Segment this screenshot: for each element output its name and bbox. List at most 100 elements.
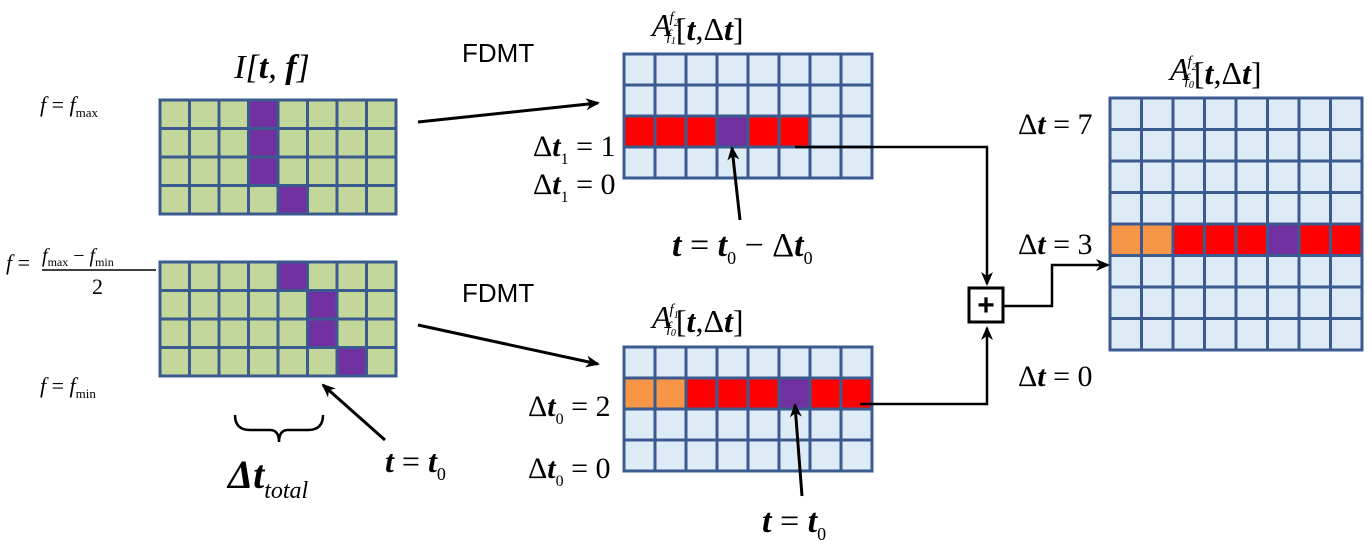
grid-cell [1329,159,1364,194]
grid-cell [622,438,657,473]
f-min-label: f = fmin [40,373,96,401]
grid-cell [335,289,368,321]
dt1-eq-0-label: Δt1 = 0 [533,168,616,206]
input-title: I[t, f] [233,49,310,86]
grid-cell [777,114,812,149]
grid-cell [1108,285,1143,320]
fdmt-grid-top [622,52,874,180]
grid-cell [276,289,309,321]
grid-cell [306,317,339,349]
grid-cell [188,346,221,378]
grid-cell [158,155,191,187]
grid-cell [1171,285,1206,320]
grid-cell [653,114,688,149]
grid-cell [158,184,191,216]
arrow-t0-minus [727,146,742,221]
grid-cell [365,155,398,187]
grid-cell [1266,285,1301,320]
grid-cell [746,52,781,87]
grid-cell [1329,96,1364,131]
grid-cell [746,83,781,118]
grid-cell [1297,128,1332,163]
grid-cell [653,376,688,411]
grid-cell [1140,128,1175,163]
grid-cell [247,127,280,159]
grid-cell [1266,191,1301,226]
grid-cell [684,52,719,87]
grid-cell [1140,191,1175,226]
grid-cell [1203,191,1238,226]
grid-cell [622,145,657,180]
grid-cell [839,407,874,442]
grid-cell [365,289,398,321]
grid-cell [1108,128,1143,163]
grid-cell [684,376,719,411]
grid-cell [715,376,750,411]
sum-operator-symbol: + [977,289,995,322]
grid-cell [1234,317,1269,352]
grid-cell [158,317,191,349]
grid-cell [746,407,781,442]
grid-cell [276,346,309,378]
grid-cell [1234,128,1269,163]
grid-cell [188,98,221,130]
grid-cell [276,260,309,292]
grid-cell [777,438,812,473]
grid-cell [276,98,309,130]
grid-cell [306,155,339,187]
grid-cell [622,83,657,118]
grid-cell [365,98,398,130]
grid-cell [1297,285,1332,320]
grid-cell [365,317,398,349]
grid-cell [839,438,874,473]
dt-eq-3-label: Δt = 3 [1018,228,1093,261]
grid-cell [1329,317,1364,352]
grid-cell [158,260,191,292]
input-grid-bottom [158,260,398,378]
grid-cell [715,438,750,473]
grid-cell [365,184,398,216]
grid-cell [1140,254,1175,289]
grid-cell [1234,254,1269,289]
grid-cell [1234,285,1269,320]
grid-cell [1297,96,1332,131]
grid-cell [276,184,309,216]
grid-cell [1266,254,1301,289]
grid-cell [188,289,221,321]
grid-cell [622,345,657,380]
grid-cell [335,260,368,292]
grid-cell [1266,128,1301,163]
grid-cell [306,127,339,159]
grid-cell [217,127,250,159]
grid-cell [1171,317,1206,352]
grid-cell [622,407,657,442]
grid-cell [1203,317,1238,352]
grid-cell [777,145,812,180]
arrow-t0-left [321,383,386,442]
grid-cell [1171,254,1206,289]
grid-cell [1171,128,1206,163]
grid-cell [1108,222,1143,257]
grid-cell [1266,159,1301,194]
grid-cell [217,346,250,378]
grid-cell [1171,222,1206,257]
f-mid-label: f = [6,250,30,275]
grid-cell [622,114,657,149]
grid-cell [365,127,398,159]
grid-cell [247,317,280,349]
bottom-mid-title: Af1 f0[t,Δt] [650,299,744,339]
grid-cell [1140,285,1175,320]
grid-cell [335,98,368,130]
grid-cell [306,260,339,292]
grid-cell [188,184,221,216]
grid-cell [622,52,657,87]
dt0-eq-2-label: Δt0 = 2 [528,390,611,428]
grid-cell [1329,191,1364,226]
grid-cell [1329,128,1364,163]
grid-cell [715,52,750,87]
grid-cell [188,260,221,292]
arrow-top-row-to-sum [795,145,993,286]
dt0-eq-0-label: Δt0 = 0 [528,452,611,490]
grid-cell [1171,191,1206,226]
grid-cell [1297,222,1332,257]
